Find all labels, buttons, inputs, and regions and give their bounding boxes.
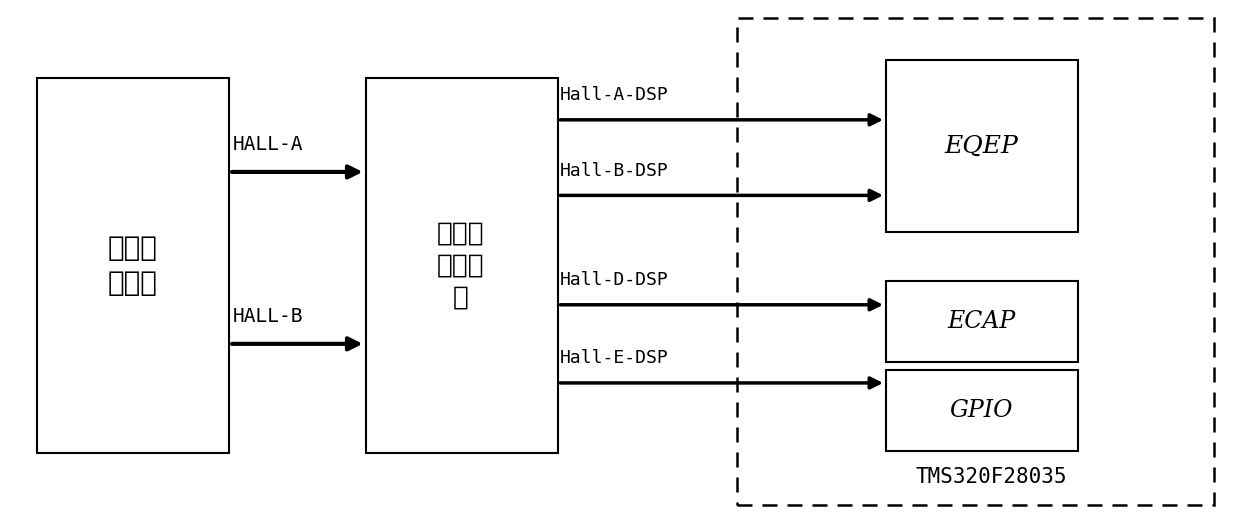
Text: ECAP: ECAP: [947, 311, 1016, 333]
Text: Hall-D-DSP: Hall-D-DSP: [560, 271, 669, 289]
Text: EQEP: EQEP: [944, 134, 1018, 157]
Bar: [737, 18, 1214, 505]
Bar: [886, 60, 1078, 232]
Text: Hall-E-DSP: Hall-E-DSP: [560, 349, 669, 367]
Text: 八路总
线收发
器: 八路总 线收发 器: [437, 221, 484, 311]
Bar: [886, 370, 1078, 451]
Bar: [366, 78, 558, 453]
Bar: [886, 281, 1078, 362]
Text: HALL-A: HALL-A: [233, 135, 304, 154]
Text: 增量式
编码器: 增量式 编码器: [108, 234, 157, 297]
Text: Hall-A-DSP: Hall-A-DSP: [560, 86, 669, 104]
Text: Hall-B-DSP: Hall-B-DSP: [560, 162, 669, 180]
Bar: [37, 78, 229, 453]
Text: HALL-B: HALL-B: [233, 307, 304, 326]
Text: GPIO: GPIO: [949, 399, 1014, 422]
Text: TMS320F28035: TMS320F28035: [916, 467, 1067, 487]
